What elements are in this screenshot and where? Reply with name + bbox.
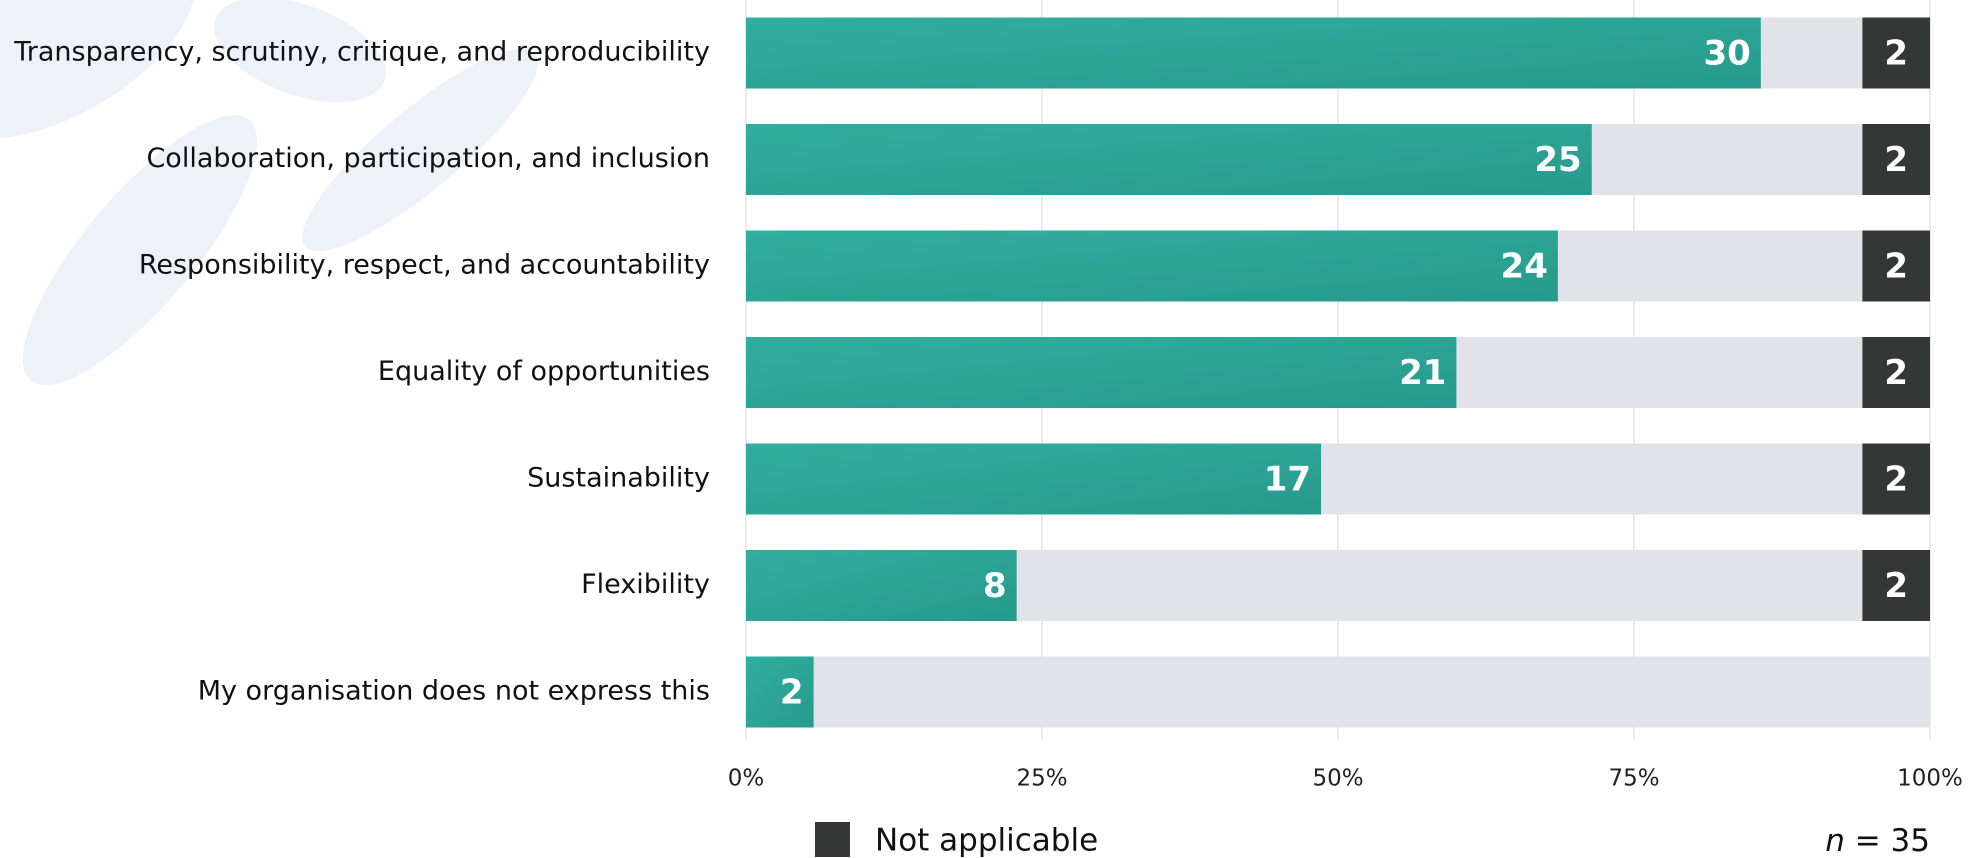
category-label: Flexibility [581, 569, 710, 600]
value-label: 24 [1501, 247, 1548, 287]
value-label: 30 [1703, 34, 1750, 74]
legend-label: Not applicable [875, 823, 1098, 858]
bar [746, 656, 814, 728]
value-label: 25 [1534, 140, 1581, 180]
x-tick-label: 0% [728, 766, 765, 792]
bar [746, 337, 1457, 408]
value-label: 21 [1399, 353, 1446, 393]
labels: 0% 25% 50% 75% 100% Transparency, scrutiny, c… [13, 34, 1963, 792]
bar [1862, 443, 1930, 515]
value-label: 17 [1264, 460, 1311, 500]
category-label: Equality of opportunities [378, 356, 710, 387]
bar [746, 230, 1558, 302]
category-label: Transparency, scrutiny, critique, and re… [13, 37, 710, 68]
x-tick-label: 25% [1016, 766, 1067, 792]
value-label: 2 [1884, 353, 1908, 393]
bar [1862, 337, 1930, 408]
bar [1862, 550, 1930, 621]
value-label: 8 [983, 566, 1007, 606]
bar [746, 550, 1017, 621]
x-tick-label: 50% [1312, 766, 1363, 792]
bar [746, 124, 1592, 195]
bar-track [746, 656, 1930, 728]
category-label: My organisation does not express this [198, 676, 710, 707]
value-label: 2 [1884, 566, 1908, 606]
background-decoration [0, 0, 538, 385]
category-label: Responsibility, respect, and accountabil… [139, 250, 710, 281]
bar [1862, 17, 1930, 89]
value-label: 2 [1884, 34, 1908, 74]
value-label: 2 [1884, 140, 1908, 180]
bar [746, 443, 1322, 515]
legend-swatch [815, 822, 850, 857]
value-label: 2 [780, 673, 804, 713]
value-label: 2 [1884, 247, 1908, 287]
category-label: Sustainability [527, 463, 710, 494]
value-label: 2 [1884, 460, 1908, 500]
sample-size-symbol: n [1825, 823, 1845, 858]
bar [1862, 124, 1930, 195]
bar [1862, 230, 1930, 302]
category-label: Collaboration, participation, and inclus… [146, 143, 710, 174]
sample-size-text: = 35 [1855, 823, 1930, 858]
x-tick-label: 100% [1897, 766, 1963, 792]
sample-size: n = 35 [1825, 823, 1930, 858]
x-tick-label: 75% [1608, 766, 1659, 792]
bars [746, 17, 1930, 728]
bar [746, 17, 1761, 89]
